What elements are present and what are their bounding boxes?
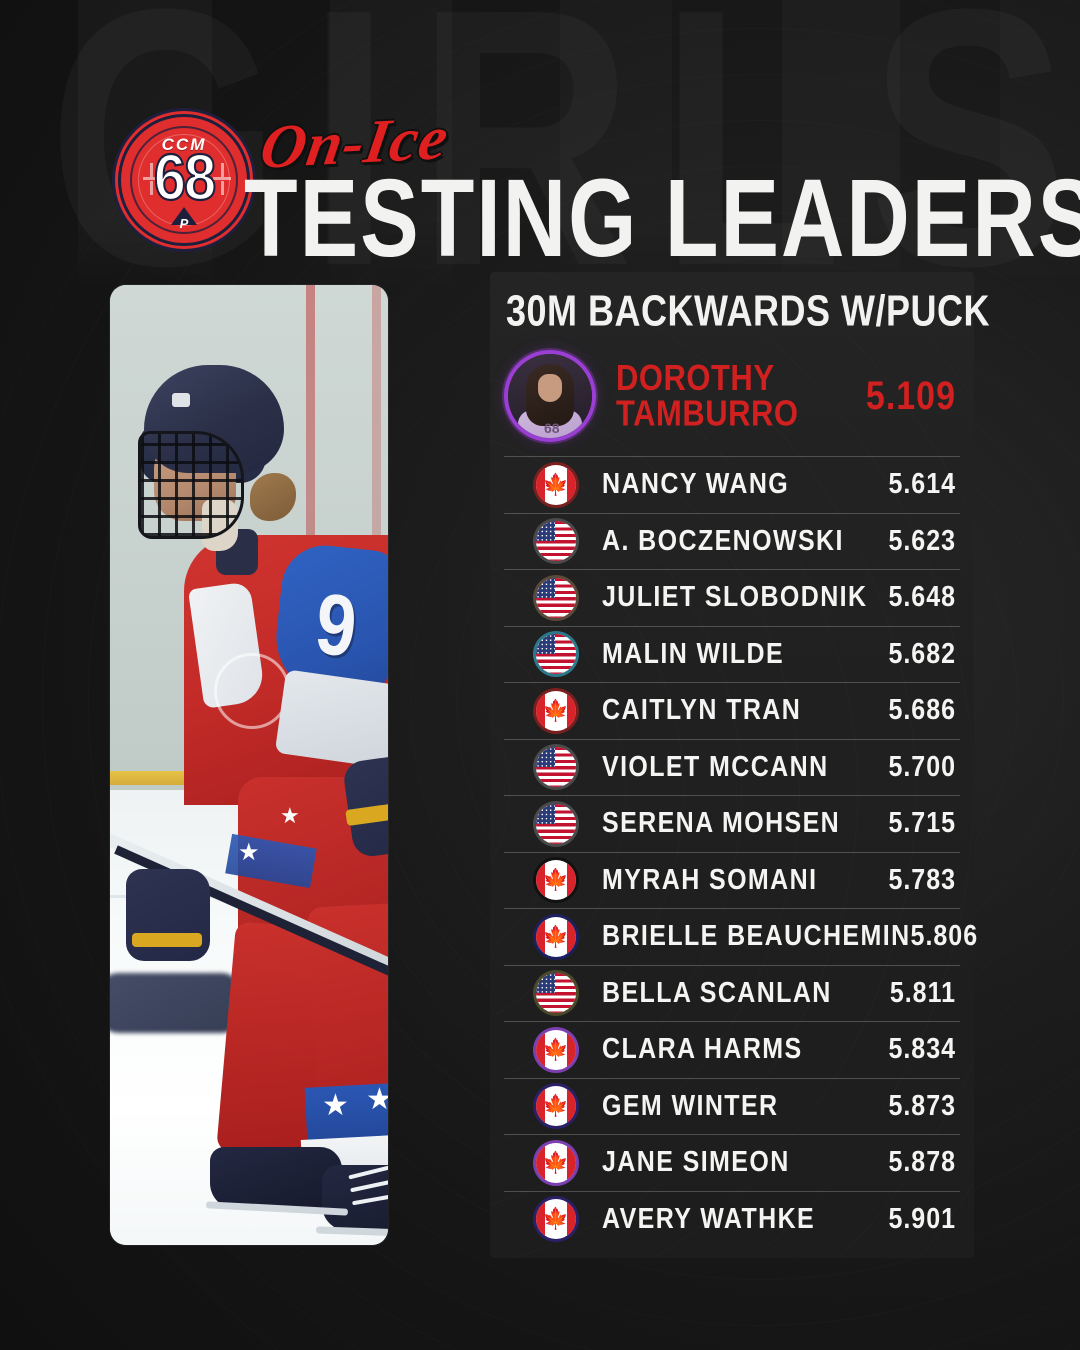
- row-player-time: 5.873: [888, 1089, 956, 1122]
- row-player-time: 5.614: [888, 467, 956, 501]
- row-player-time: 5.715: [888, 806, 956, 840]
- row-player-time: 5.686: [888, 693, 956, 727]
- row-player-time: 5.834: [888, 1032, 956, 1066]
- row-player-time: 5.623: [888, 524, 956, 557]
- flag-usa-icon: [536, 577, 576, 618]
- table-row[interactable]: 🍁 CLARA HARMS 5.834: [504, 1021, 960, 1078]
- table-row[interactable]: A. BOCZENOWSKI 5.623: [504, 512, 960, 570]
- row-player-name: NANCY WANG: [602, 467, 790, 501]
- table-row[interactable]: BELLA SCANLAN 5.811: [504, 964, 960, 1022]
- flag-canada-icon: 🍁: [536, 1199, 576, 1240]
- flag-canada-icon: 🍁: [536, 690, 576, 731]
- flag-canada-icon: 🍁: [536, 916, 576, 957]
- table-row[interactable]: 🍁 BRIELLE BEAUCHEMIN 5.806: [504, 908, 977, 965]
- featured-leader-name: DOROTHY TAMBURRO: [616, 356, 866, 434]
- featured-first-name: DOROTHY: [616, 356, 775, 398]
- table-row[interactable]: 🍁 GEM WINTER 5.873: [504, 1077, 960, 1135]
- row-player-time: 5.878: [888, 1145, 956, 1179]
- row-player-time: 5.901: [888, 1202, 956, 1235]
- leaderboard-panel: 30M BACKWARDS W/PUCK 68 DOROTHY TAMBURRO…: [490, 272, 990, 1258]
- row-player-time: 5.700: [888, 750, 956, 783]
- logo-brand-text: CCM: [161, 135, 207, 155]
- row-player-name: MALIN WILDE: [602, 637, 785, 670]
- row-player-time: 5.783: [888, 863, 956, 896]
- ccm-68-logo: CCM 68 P: [118, 114, 250, 246]
- flag-canada-icon: 🍁: [536, 860, 576, 901]
- table-row[interactable]: MALIN WILDE 5.682: [504, 625, 960, 683]
- logo-number: 68: [153, 141, 217, 215]
- flag-canada-icon: 🍁: [536, 1029, 576, 1070]
- row-player-name: GEM WINTER: [602, 1089, 779, 1122]
- row-player-name: MYRAH SOMANI: [602, 863, 818, 896]
- row-player-name: CLARA HARMS: [602, 1032, 803, 1066]
- row-player-time: 5.811: [889, 976, 956, 1009]
- row-player-name: A. BOCZENOWSKI: [602, 524, 844, 557]
- page-title: TESTING LEADERS: [244, 157, 1080, 281]
- logo-triangle-icon: [171, 206, 197, 225]
- table-row[interactable]: 🍁 NANCY WANG 5.614: [504, 456, 960, 513]
- table-row[interactable]: 🍁 JANE SIMEON 5.878: [504, 1134, 960, 1191]
- row-player-name: SERENA MOHSEN: [602, 806, 841, 840]
- featured-last-name: TAMBURRO: [616, 392, 799, 434]
- flag-usa-icon: [536, 973, 576, 1014]
- leaderboard-rows: 🍁 NANCY WANG 5.614 A. BOCZENOWSKI 5.623 JULIE…: [504, 456, 977, 1248]
- table-row[interactable]: VIOLET MCCANN 5.700: [504, 738, 960, 796]
- row-player-time: 5.648: [888, 580, 956, 614]
- row-player-time: 5.682: [888, 637, 956, 670]
- flag-usa-icon: [536, 634, 576, 675]
- row-player-name: CAITLYN TRAN: [602, 693, 802, 727]
- flag-usa-icon: [536, 747, 576, 788]
- row-player-name: BELLA SCANLAN: [602, 976, 832, 1009]
- flag-canada-icon: 🍁: [536, 464, 576, 505]
- row-player-time: 5.806: [910, 919, 979, 953]
- flag-usa-icon: [536, 521, 576, 562]
- row-player-name: AVERY WATHKE: [602, 1202, 816, 1235]
- header: CCM 68 P On-Ice TESTING LEADERS: [0, 104, 1080, 280]
- featured-leader-time: 5.109: [865, 372, 956, 418]
- featured-leader-row[interactable]: 68 DOROTHY TAMBURRO 5.109: [504, 342, 960, 450]
- logo-mark-text: P: [179, 216, 189, 231]
- table-row[interactable]: JULIET SLOBODNIK 5.648: [504, 569, 960, 626]
- player-photo: 9 ★ ★ ★ ★: [110, 285, 388, 1245]
- row-player-name: JULIET SLOBODNIK: [602, 580, 868, 614]
- flag-usa-icon: [536, 803, 576, 844]
- flag-canada-icon: 🍁: [536, 1142, 576, 1183]
- table-row[interactable]: 🍁 AVERY WATHKE 5.901: [504, 1190, 960, 1248]
- row-player-name: JANE SIMEON: [602, 1145, 790, 1179]
- event-title: 30M BACKWARDS W/PUCK: [506, 286, 991, 336]
- flag-canada-icon: 🍁: [536, 1086, 576, 1127]
- row-player-name: VIOLET MCCANN: [602, 750, 829, 783]
- featured-avatar: 68: [504, 350, 596, 442]
- row-player-name: BRIELLE BEAUCHEMIN: [602, 919, 911, 953]
- table-row[interactable]: SERENA MOHSEN 5.715: [504, 795, 960, 852]
- table-row[interactable]: 🍁 CAITLYN TRAN 5.686: [504, 682, 960, 739]
- table-row[interactable]: 🍁 MYRAH SOMANI 5.783: [504, 851, 960, 909]
